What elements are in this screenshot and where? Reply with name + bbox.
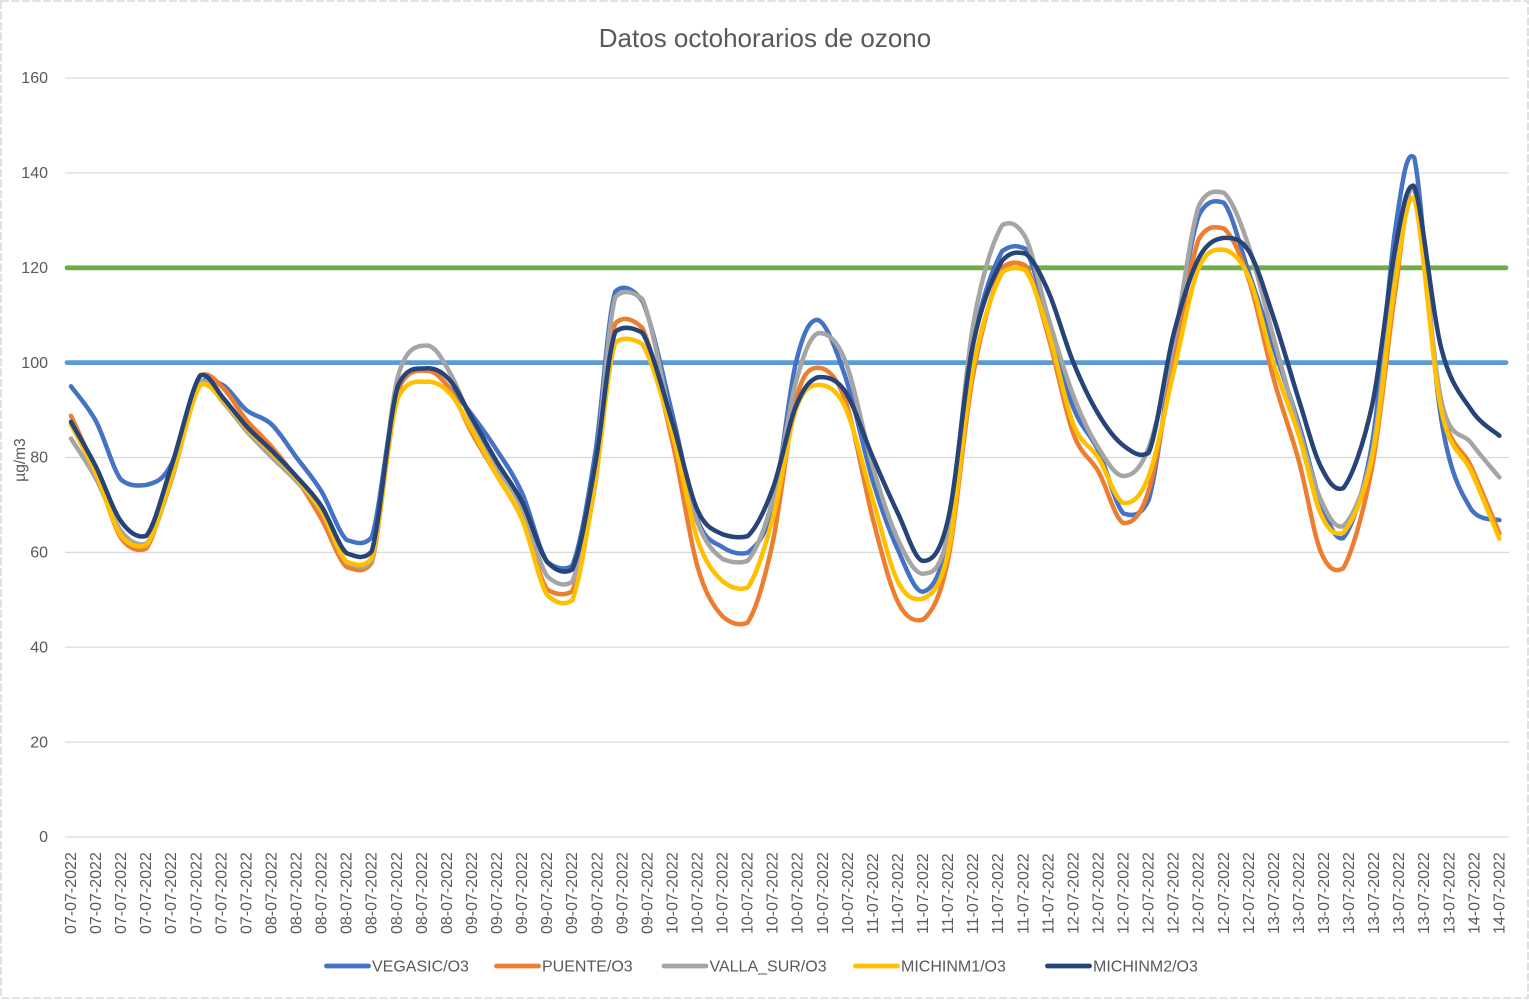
svg-text:09-07-2022: 09-07-2022 <box>639 852 656 934</box>
svg-text:10-07-2022: 10-07-2022 <box>840 852 857 934</box>
svg-text:VEGASIC/O3: VEGASIC/O3 <box>372 959 469 976</box>
svg-text:08-07-2022: 08-07-2022 <box>264 852 281 934</box>
svg-text:07-07-2022: 07-07-2022 <box>238 852 255 934</box>
svg-text:10-07-2022: 10-07-2022 <box>664 852 681 934</box>
svg-text:11-07-2022: 11-07-2022 <box>865 853 882 934</box>
svg-text:08-07-2022: 08-07-2022 <box>339 852 356 934</box>
svg-text:0: 0 <box>39 829 48 846</box>
svg-text:11-07-2022: 11-07-2022 <box>990 853 1007 934</box>
svg-text:09-07-2022: 09-07-2022 <box>589 852 606 934</box>
svg-text:12-07-2022: 12-07-2022 <box>1241 852 1258 934</box>
svg-text:13-07-2022: 13-07-2022 <box>1316 852 1333 934</box>
svg-text:07-07-2022: 07-07-2022 <box>138 852 155 934</box>
svg-text:09-07-2022: 09-07-2022 <box>539 852 556 934</box>
svg-text:09-07-2022: 09-07-2022 <box>464 852 481 934</box>
svg-text:07-07-2022: 07-07-2022 <box>188 852 205 934</box>
svg-text:MICHINM2/O3: MICHINM2/O3 <box>1093 959 1198 976</box>
svg-text:09-07-2022: 09-07-2022 <box>514 852 531 934</box>
svg-text:08-07-2022: 08-07-2022 <box>389 852 406 934</box>
svg-text:MICHINM1/O3: MICHINM1/O3 <box>901 959 1006 976</box>
svg-text:09-07-2022: 09-07-2022 <box>489 852 506 934</box>
svg-text:07-07-2022: 07-07-2022 <box>163 852 180 934</box>
svg-text:120: 120 <box>21 260 48 277</box>
svg-text:12-07-2022: 12-07-2022 <box>1141 852 1158 934</box>
svg-text:14-07-2022: 14-07-2022 <box>1491 852 1508 934</box>
svg-text:08-07-2022: 08-07-2022 <box>289 852 306 934</box>
svg-text:14-07-2022: 14-07-2022 <box>1466 852 1483 934</box>
svg-text:07-07-2022: 07-07-2022 <box>88 852 105 934</box>
svg-text:140: 140 <box>21 165 48 182</box>
svg-text:11-07-2022: 11-07-2022 <box>1015 853 1032 934</box>
svg-text:Datos octohorarios de ozono: Datos octohorarios de ozono <box>599 23 931 53</box>
svg-text:60: 60 <box>30 545 48 562</box>
svg-text:12-07-2022: 12-07-2022 <box>1166 852 1183 934</box>
svg-text:12-07-2022: 12-07-2022 <box>1065 852 1082 934</box>
svg-text:10-07-2022: 10-07-2022 <box>790 852 807 934</box>
svg-text:160: 160 <box>21 70 48 87</box>
svg-text:13-07-2022: 13-07-2022 <box>1266 852 1283 934</box>
svg-text:13-07-2022: 13-07-2022 <box>1366 852 1383 934</box>
svg-text:07-07-2022: 07-07-2022 <box>113 852 130 934</box>
svg-text:10-07-2022: 10-07-2022 <box>765 852 782 934</box>
svg-text:VALLA_SUR/O3: VALLA_SUR/O3 <box>710 959 827 976</box>
svg-text:08-07-2022: 08-07-2022 <box>364 852 381 934</box>
svg-text:11-07-2022: 11-07-2022 <box>965 853 982 934</box>
svg-text:08-07-2022: 08-07-2022 <box>414 852 431 934</box>
svg-text:11-07-2022: 11-07-2022 <box>890 853 907 934</box>
svg-text:12-07-2022: 12-07-2022 <box>1216 852 1233 934</box>
svg-text:40: 40 <box>30 640 48 657</box>
svg-text:07-07-2022: 07-07-2022 <box>63 852 80 934</box>
svg-text:80: 80 <box>30 450 48 467</box>
svg-text:12-07-2022: 12-07-2022 <box>1191 852 1208 934</box>
svg-text:13-07-2022: 13-07-2022 <box>1391 852 1408 934</box>
svg-text:09-07-2022: 09-07-2022 <box>564 852 581 934</box>
svg-text:11-07-2022: 11-07-2022 <box>940 853 957 934</box>
svg-text:µg/m3: µg/m3 <box>12 438 29 481</box>
svg-text:12-07-2022: 12-07-2022 <box>1116 852 1133 934</box>
svg-text:13-07-2022: 13-07-2022 <box>1291 852 1308 934</box>
svg-text:10-07-2022: 10-07-2022 <box>740 852 757 934</box>
svg-text:08-07-2022: 08-07-2022 <box>314 852 331 934</box>
svg-text:08-07-2022: 08-07-2022 <box>439 852 456 934</box>
svg-text:10-07-2022: 10-07-2022 <box>815 852 832 934</box>
svg-text:11-07-2022: 11-07-2022 <box>915 853 932 934</box>
svg-text:PUENTE/O3: PUENTE/O3 <box>542 959 633 976</box>
svg-text:07-07-2022: 07-07-2022 <box>213 852 230 934</box>
svg-text:13-07-2022: 13-07-2022 <box>1341 852 1358 934</box>
svg-text:13-07-2022: 13-07-2022 <box>1416 852 1433 934</box>
svg-text:11-07-2022: 11-07-2022 <box>1040 853 1057 934</box>
svg-text:12-07-2022: 12-07-2022 <box>1091 852 1108 934</box>
svg-text:09-07-2022: 09-07-2022 <box>614 852 631 934</box>
svg-text:10-07-2022: 10-07-2022 <box>690 852 707 934</box>
svg-text:100: 100 <box>21 355 48 372</box>
svg-text:13-07-2022: 13-07-2022 <box>1441 852 1458 934</box>
svg-text:10-07-2022: 10-07-2022 <box>715 852 732 934</box>
svg-text:20: 20 <box>30 734 48 751</box>
